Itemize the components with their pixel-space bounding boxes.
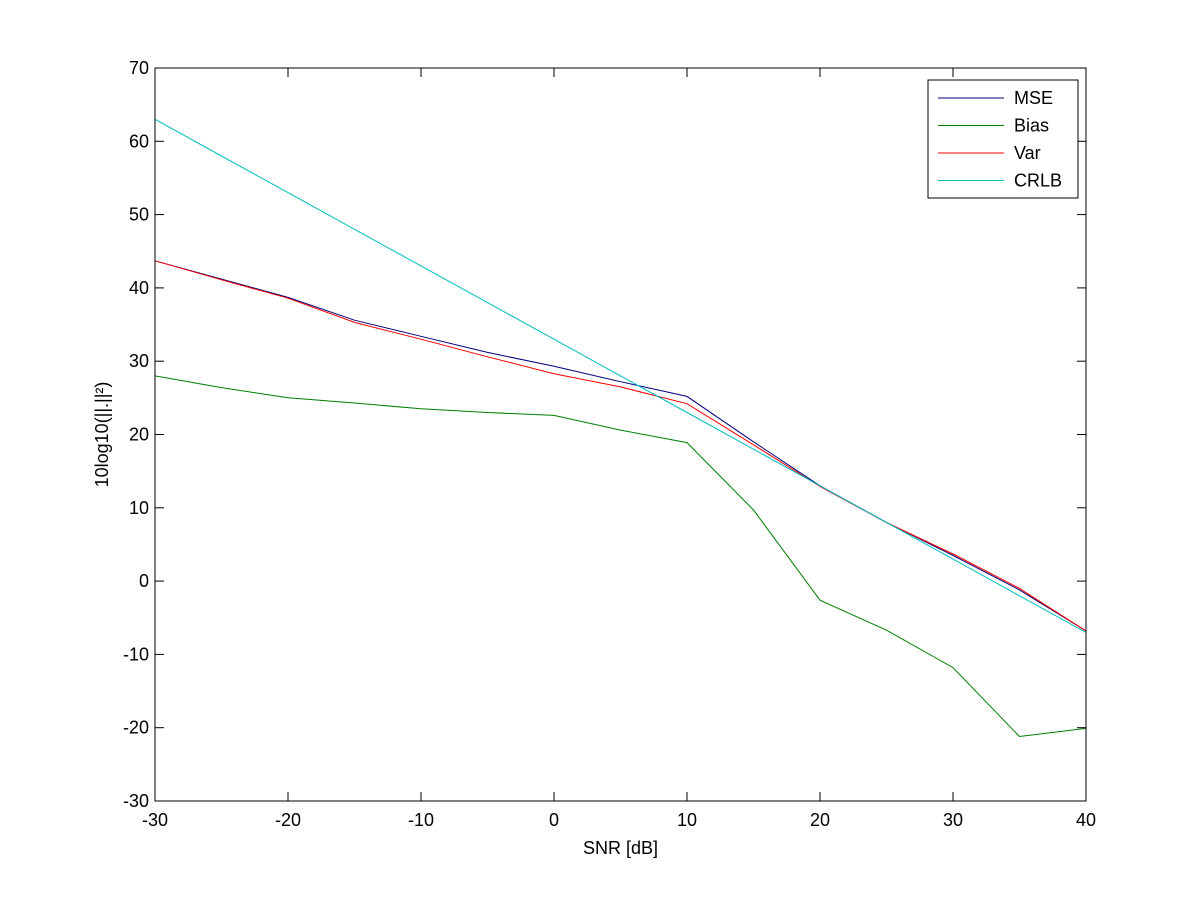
- y-tick-label: -20: [123, 718, 149, 738]
- y-axis-label: 10log10(||.||²): [92, 382, 112, 488]
- x-tick-label: 30: [943, 810, 963, 830]
- y-tick-label: 50: [129, 205, 149, 225]
- y-tick-label: 60: [129, 131, 149, 151]
- legend-box: [927, 79, 1079, 199]
- series-line-mse: [154, 260, 1087, 632]
- y-tick-label: 10: [129, 498, 149, 518]
- x-tick-label: -30: [142, 810, 168, 830]
- y-tick-label: 0: [139, 571, 149, 591]
- series-line-crlb: [154, 118, 1087, 633]
- legend-label-var: Var: [1014, 143, 1041, 163]
- legend: MSE Bias Var CRLB: [927, 79, 1079, 199]
- y-tick-label: 20: [129, 425, 149, 445]
- x-tick-label: -20: [275, 810, 301, 830]
- y-tick-label: -30: [123, 791, 149, 811]
- y-tick-label: 30: [129, 351, 149, 371]
- legend-label-bias: Bias: [1014, 116, 1049, 136]
- legend-label-crlb: CRLB: [1014, 171, 1062, 191]
- y-tick-label: 40: [129, 278, 149, 298]
- x-tick-label: 0: [549, 810, 559, 830]
- x-tick-label: 40: [1076, 810, 1096, 830]
- x-tick-label: -10: [408, 810, 434, 830]
- legend-label-mse: MSE: [1014, 88, 1053, 108]
- series-layer: [154, 118, 1087, 738]
- series-line-var: [154, 260, 1087, 632]
- y-tick-label: -10: [123, 644, 149, 664]
- x-tick-label: 10: [677, 810, 697, 830]
- axes-layer: -30 -20 -10 0 10 20 30 40 -30 -20 -10 0 10 20 30 40 50 60…: [123, 58, 1096, 830]
- x-tick-label: 20: [810, 810, 830, 830]
- y-tick-label: 70: [129, 58, 149, 78]
- series-line-bias: [154, 375, 1087, 738]
- x-axis-label: SNR [dB]: [583, 838, 658, 858]
